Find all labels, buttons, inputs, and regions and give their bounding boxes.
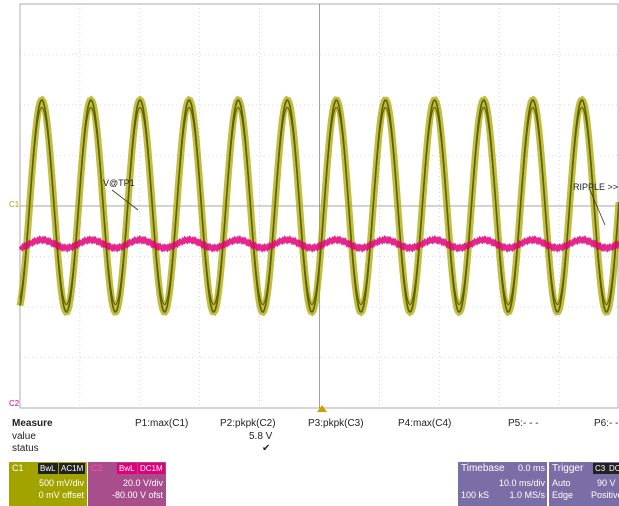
waveform-display: V@TP1 RIPPLE >> C1 C2 (9, 3, 619, 412)
c2-channel-panel[interactable]: C2 BwL DC1M 20.0 V/div -80.00 V ofst (88, 462, 166, 506)
c2-bwl-badge: BwL (117, 463, 137, 474)
measure-title: Measure (12, 418, 53, 429)
measure-param-p6[interactable]: P6:- - (594, 418, 619, 429)
trigger-title: Trigger (552, 463, 584, 474)
c2-coupling-badge: DC1M (138, 463, 165, 474)
c1-panel-name: C1 (12, 463, 24, 473)
c1-offset: 0 mV offset (38, 490, 84, 500)
trigger-type: Edge (552, 490, 574, 500)
c1-scale: 500 mV/div (38, 478, 84, 488)
ripple-label: RIPPLE >> (573, 182, 618, 192)
timebase-div: 10.0 ms/div (498, 478, 545, 488)
measure-table: Measure value status P1:max(C1) P2:pkpk(… (0, 414, 619, 462)
c2-offset: -80.00 V ofst (111, 490, 163, 500)
timebase-rate: 1.0 MS/s (509, 490, 545, 500)
c1-bwl-badge: BwL (38, 463, 58, 474)
measure-param-p2[interactable]: P2:pkpk(C2) (220, 418, 276, 429)
trigger-position-marker-icon[interactable] (317, 405, 327, 412)
measure-p2-value: 5.8 V (249, 431, 273, 442)
timebase-delay: 0.0 ms (517, 463, 545, 473)
c1-ground-marker[interactable]: C1 (9, 200, 20, 209)
measure-p2-status-check-icon: ✔ (262, 443, 271, 454)
timebase-panel[interactable]: Timebase 0.0 ms 10.0 ms/div 100 kS 1.0 M… (458, 462, 547, 506)
c2-trace (18, 234, 619, 253)
measure-param-p5[interactable]: P5:- - - (508, 418, 539, 429)
timebase-title: Timebase (461, 463, 505, 474)
ripple-leader-line (589, 189, 606, 226)
measure-param-p3[interactable]: P3:pkpk(C3) (308, 418, 364, 429)
timebase-samples: 100 kS (461, 490, 490, 500)
trigger-slope: Positive (591, 490, 619, 500)
vatp1-label: V@TP1 (103, 178, 135, 188)
grid-lines (19, 3, 619, 409)
c2-scale: 20.0 V/div (122, 478, 163, 488)
c1-trace-inner (19, 106, 619, 306)
measure-param-p1[interactable]: P1:max(C1) (135, 418, 189, 429)
c2-ground-marker[interactable]: C2 (9, 399, 20, 408)
c1-channel-panel[interactable]: C1 BwL AC1M 500 mV/div 0 mV offset (9, 462, 87, 506)
measure-param-p4[interactable]: P4:max(C4) (398, 418, 452, 429)
trigger-mode: Auto (552, 478, 571, 488)
c2-panel-name: C2 (91, 463, 103, 473)
trigger-channel-badge: C3 (593, 463, 608, 474)
trigger-coupling-badge: DC (607, 463, 619, 474)
measure-row-value-label: value (12, 431, 36, 442)
vatp1-leader-line (111, 189, 139, 211)
trigger-panel[interactable]: Trigger C3 DC Auto 90 V Edge Positive (549, 462, 619, 506)
c1-coupling-badge: AC1M (59, 463, 86, 474)
measure-row-status-label: status (12, 443, 39, 454)
trigger-level: 90 V (597, 478, 616, 488)
